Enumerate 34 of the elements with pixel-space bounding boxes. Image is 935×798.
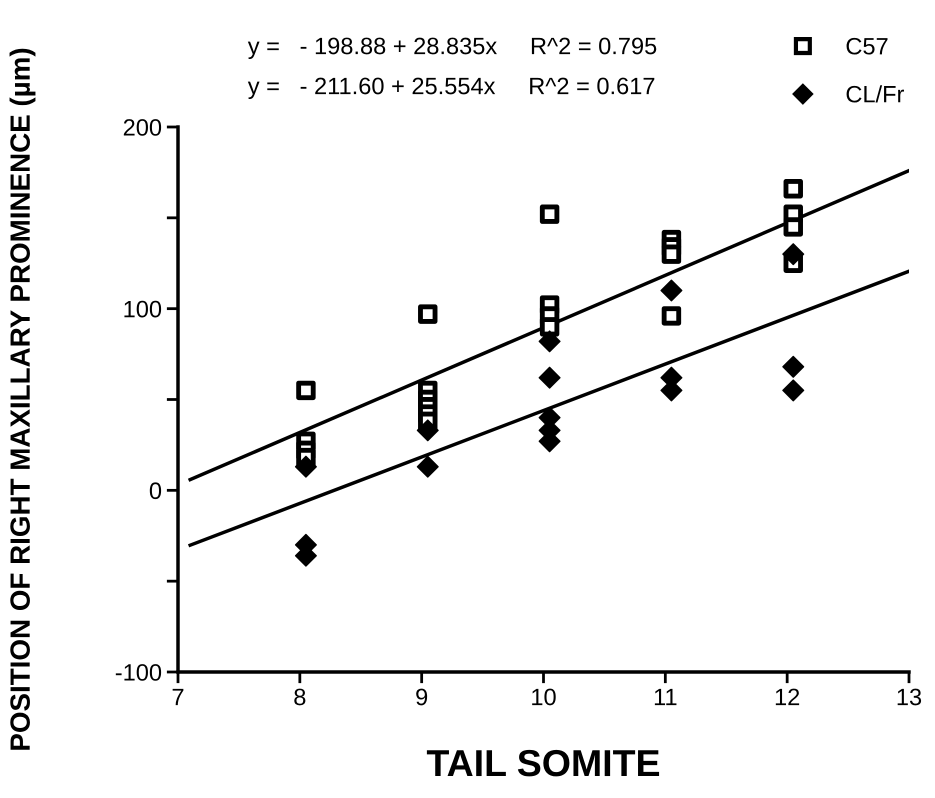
text: y = - 211.60 + 25.554x R^2 = 0.617 (248, 78, 654, 100)
point (418, 304, 438, 324)
y-tick-label: -100 (116, 664, 162, 681)
x-tick-label: 12 (776, 688, 800, 706)
x-tick-label: 13 (898, 688, 922, 706)
point (294, 456, 317, 478)
y-axis-title: POSITION OF RIGHT MAXILLARY PROMINENCE (µm) (10, 48, 36, 750)
point (416, 419, 439, 442)
point (540, 204, 560, 224)
x-tick-label: 11 (654, 688, 676, 706)
point (784, 179, 803, 198)
point (662, 306, 682, 326)
legend-label: CL/Fr (846, 85, 904, 103)
text: y = - 198.88 + 28.835x R^2 = 0.795 (248, 38, 656, 60)
y-tick-label: 100 (124, 300, 162, 318)
point (540, 317, 560, 337)
point (782, 379, 804, 402)
x-axis-title: TAIL SOMITE (426, 750, 660, 776)
point (538, 366, 561, 389)
x-tick-label: 9 (416, 688, 428, 706)
x-tick-label: 10 (532, 688, 556, 706)
legend-label: C57 (846, 38, 888, 55)
point (782, 243, 804, 266)
point (662, 244, 682, 264)
point (416, 456, 439, 478)
x-tick-label: 7 (172, 688, 184, 706)
x-tick-label: 8 (294, 688, 306, 706)
point (296, 380, 316, 400)
y-tick-label: 200 (124, 119, 162, 136)
point (660, 280, 682, 302)
point (782, 356, 804, 378)
point (538, 330, 561, 352)
point (784, 217, 803, 237)
y-tick-label: 0 (150, 482, 162, 500)
